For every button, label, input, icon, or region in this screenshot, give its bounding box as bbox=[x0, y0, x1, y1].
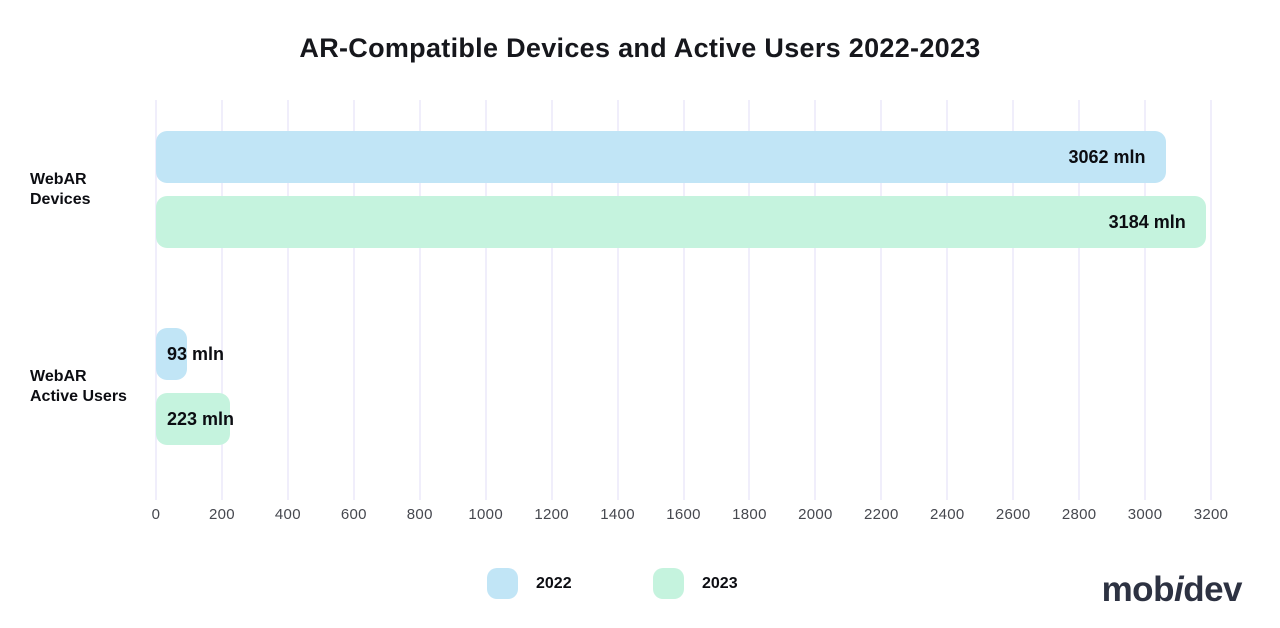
category-label-line: WebAR bbox=[30, 367, 87, 385]
bar-value-label-2023-webar-active-users: 223 mln bbox=[167, 409, 235, 429]
mobidev-logo: mobidev bbox=[1101, 570, 1243, 610]
gridline-800 bbox=[418, 100, 421, 500]
gridline-1400 bbox=[616, 100, 619, 500]
logo-text-post: dev bbox=[1183, 570, 1242, 609]
x-tick-label-3000: 3000 bbox=[1127, 506, 1163, 523]
logo-text-i: i bbox=[1173, 570, 1184, 609]
x-tick-label-2200: 2200 bbox=[864, 506, 899, 523]
x-tick-label-1400: 1400 bbox=[600, 506, 635, 523]
gridline-0 bbox=[155, 100, 157, 500]
gridline-2800 bbox=[1078, 100, 1081, 500]
bar-value-label-2022-webar-devices: 3062 mln bbox=[1068, 147, 1146, 167]
gridline-400 bbox=[286, 100, 289, 500]
bar-2022-webar-devices bbox=[156, 131, 1166, 183]
x-tick-label-1600: 1600 bbox=[666, 506, 701, 523]
gridline-200 bbox=[220, 100, 223, 500]
x-tick-label-2000: 2000 bbox=[798, 506, 833, 523]
x-tick-label-0: 0 bbox=[151, 506, 161, 523]
gridline-3200 bbox=[1210, 100, 1212, 500]
gridline-600 bbox=[352, 100, 355, 500]
category-label-line: Active Users bbox=[30, 387, 127, 405]
gridline-2000 bbox=[814, 100, 817, 500]
logo-text-pre: mob bbox=[1101, 570, 1175, 609]
gridline-2600 bbox=[1012, 100, 1015, 500]
gridline-1600 bbox=[682, 100, 685, 500]
gridline-2200 bbox=[880, 100, 883, 500]
chart-title: AR-Compatible Devices and Active Users 2… bbox=[299, 33, 981, 63]
x-tick-label-2600: 2600 bbox=[995, 506, 1031, 523]
bar-2023-webar-active-users bbox=[156, 393, 230, 445]
x-tick-label-2400: 2400 bbox=[929, 506, 965, 523]
bar-value-label-2022-webar-active-users: 93 mln bbox=[167, 344, 225, 364]
gridline-1000 bbox=[484, 100, 487, 500]
bar-value-label-2023-webar-devices: 3184 mln bbox=[1108, 212, 1186, 232]
x-tick-label-2800: 2800 bbox=[1061, 506, 1097, 523]
gridline-1200 bbox=[550, 100, 553, 500]
x-tick-label-1800: 1800 bbox=[732, 506, 767, 523]
x-tick-label-3200: 3200 bbox=[1193, 506, 1229, 523]
bar-2022-webar-active-users bbox=[156, 328, 187, 380]
bar-2023-webar-devices bbox=[156, 196, 1206, 248]
x-tick-label-200: 200 bbox=[208, 506, 235, 523]
gridline-2400 bbox=[946, 100, 949, 500]
gridline-1800 bbox=[748, 100, 751, 500]
x-tick-label-1200: 1200 bbox=[534, 506, 569, 523]
category-label-line: WebAR bbox=[30, 170, 87, 188]
gridline-3000 bbox=[1144, 100, 1147, 500]
x-tick-label-400: 400 bbox=[274, 506, 301, 523]
category-label-webar-active-users: WebAR Active Users bbox=[30, 359, 127, 415]
category-label-webar-devices: WebAR Devices bbox=[30, 162, 91, 218]
x-tick-label-800: 800 bbox=[406, 506, 433, 523]
x-tick-label-600: 600 bbox=[340, 506, 367, 523]
x-tick-label-1000: 1000 bbox=[468, 506, 503, 523]
category-label-line: Devices bbox=[30, 190, 91, 208]
